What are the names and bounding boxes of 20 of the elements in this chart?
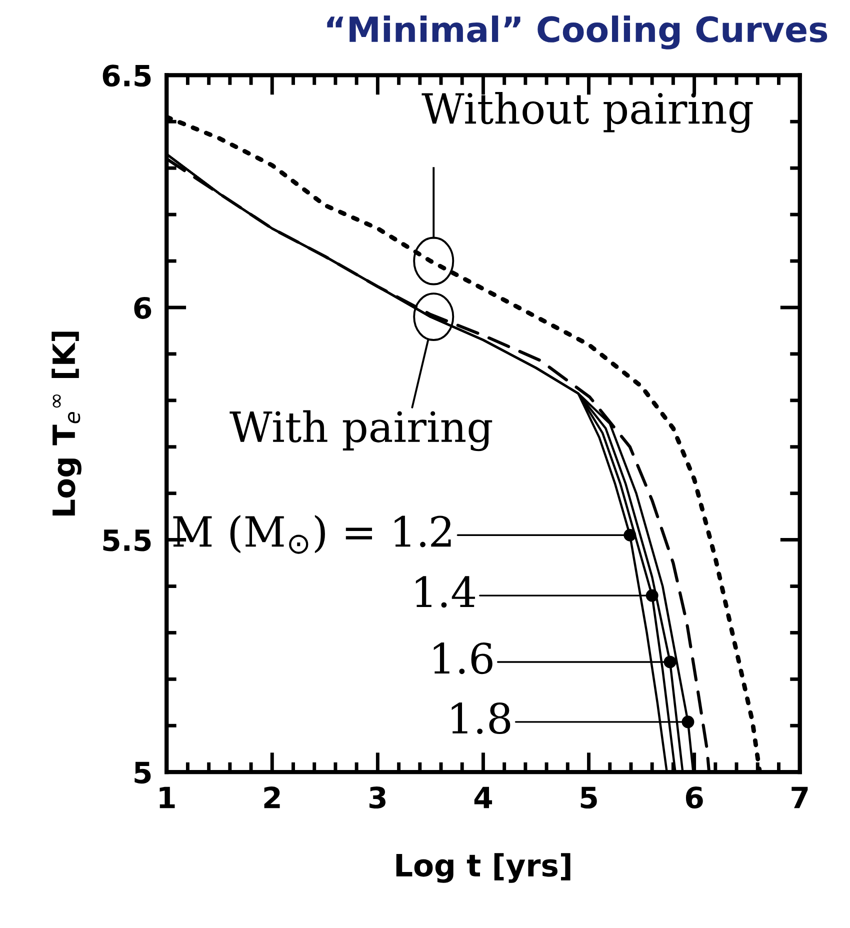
annotation: M (M$_{⊙}$) = 1.2	[173, 514, 451, 554]
x-tick-label: 7	[792, 786, 808, 808]
annotation: With pairing	[230, 410, 492, 452]
y-tick-label: 5	[134, 762, 151, 784]
y-tick-label: 6	[134, 296, 152, 319]
x-tick-label: 2	[264, 786, 280, 808]
x-tick-label: 5	[580, 786, 597, 809]
x-tick-label: 6	[686, 786, 703, 809]
annotation: Without pairing	[422, 92, 753, 133]
y-tick-label: 6.5	[102, 64, 151, 87]
x-axis-title: Log t [yrs]	[396, 853, 570, 883]
annotation: 1.8	[452, 702, 510, 734]
chart-title: “Minimal” Cooling Curves	[327, 16, 828, 50]
annotation: 1.4	[416, 576, 475, 608]
x-tick-label: 4	[474, 786, 492, 808]
y-tick-label: 5.5	[103, 530, 151, 552]
annotation: 1.6	[434, 642, 492, 674]
x-tick-label: 3	[369, 786, 386, 809]
y-axis-title: Log T$_{e}$$^{∞}$ [K]	[52, 332, 82, 516]
x-tick-label: 1	[160, 786, 175, 808]
